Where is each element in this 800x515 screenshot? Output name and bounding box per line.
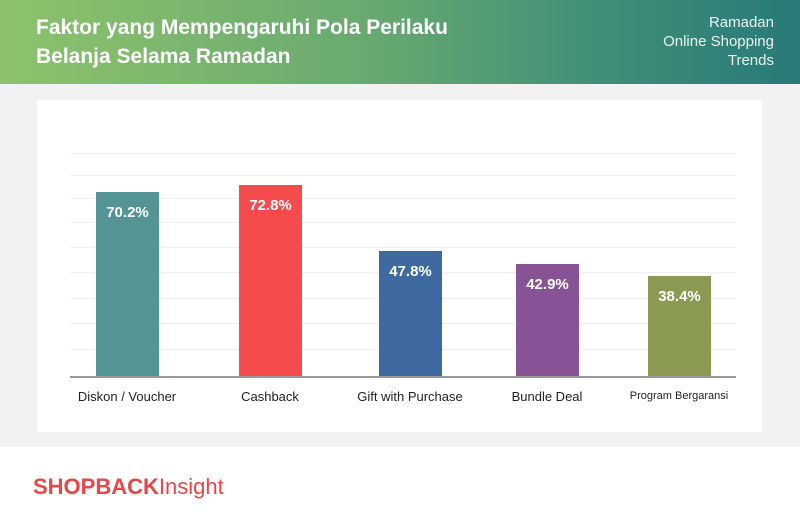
gridline (70, 198, 736, 199)
bar-value-label: 38.4% (658, 288, 701, 305)
logo-brand: SHOPBACK (33, 474, 159, 499)
gridline (70, 175, 736, 176)
report-subtitle: Ramadan Online Shopping Trends (663, 13, 774, 70)
subtitle-line-1: Ramadan (708, 14, 774, 31)
bar-diskon: 70.2% (96, 192, 159, 377)
x-label-diskon: Diskon / Voucher (77, 389, 177, 404)
x-axis-line (70, 376, 736, 378)
x-label-gift: Gift with Purchase (357, 389, 463, 404)
subtitle-line-2: Online Shopping (663, 33, 774, 50)
bar-gift: 47.8% (379, 251, 442, 377)
x-label-cashback: Cashback (241, 389, 299, 404)
gridline (70, 247, 736, 248)
shopback-insight-logo: SHOPBACKInsight (33, 474, 224, 500)
page-title: Faktor yang Mempengaruhi Pola Perilaku B… (36, 13, 556, 71)
x-label-bundle: Bundle Deal (511, 389, 583, 404)
x-label-program: Program Bergaransi (629, 390, 729, 402)
bar-value-label: 72.8% (249, 197, 292, 214)
gridline (70, 153, 736, 154)
bar-value-label: 47.8% (389, 263, 432, 280)
gridline (70, 222, 736, 223)
title-line-1: Faktor yang Mempengaruhi Pola Perilaku (36, 16, 448, 39)
subtitle-line-3: Trends (727, 52, 774, 69)
bar-cashback: 72.8% (239, 185, 302, 377)
bar-program: 38.4% (648, 276, 711, 377)
title-line-2: Belanja Selama Ramadan (36, 45, 291, 68)
bar-value-label: 42.9% (526, 276, 569, 293)
bar-value-label: 70.2% (106, 204, 149, 221)
logo-product: Insight (158, 474, 224, 499)
header-banner: Faktor yang Mempengaruhi Pola Perilaku B… (0, 0, 800, 84)
bar-bundle: 42.9% (516, 264, 579, 377)
